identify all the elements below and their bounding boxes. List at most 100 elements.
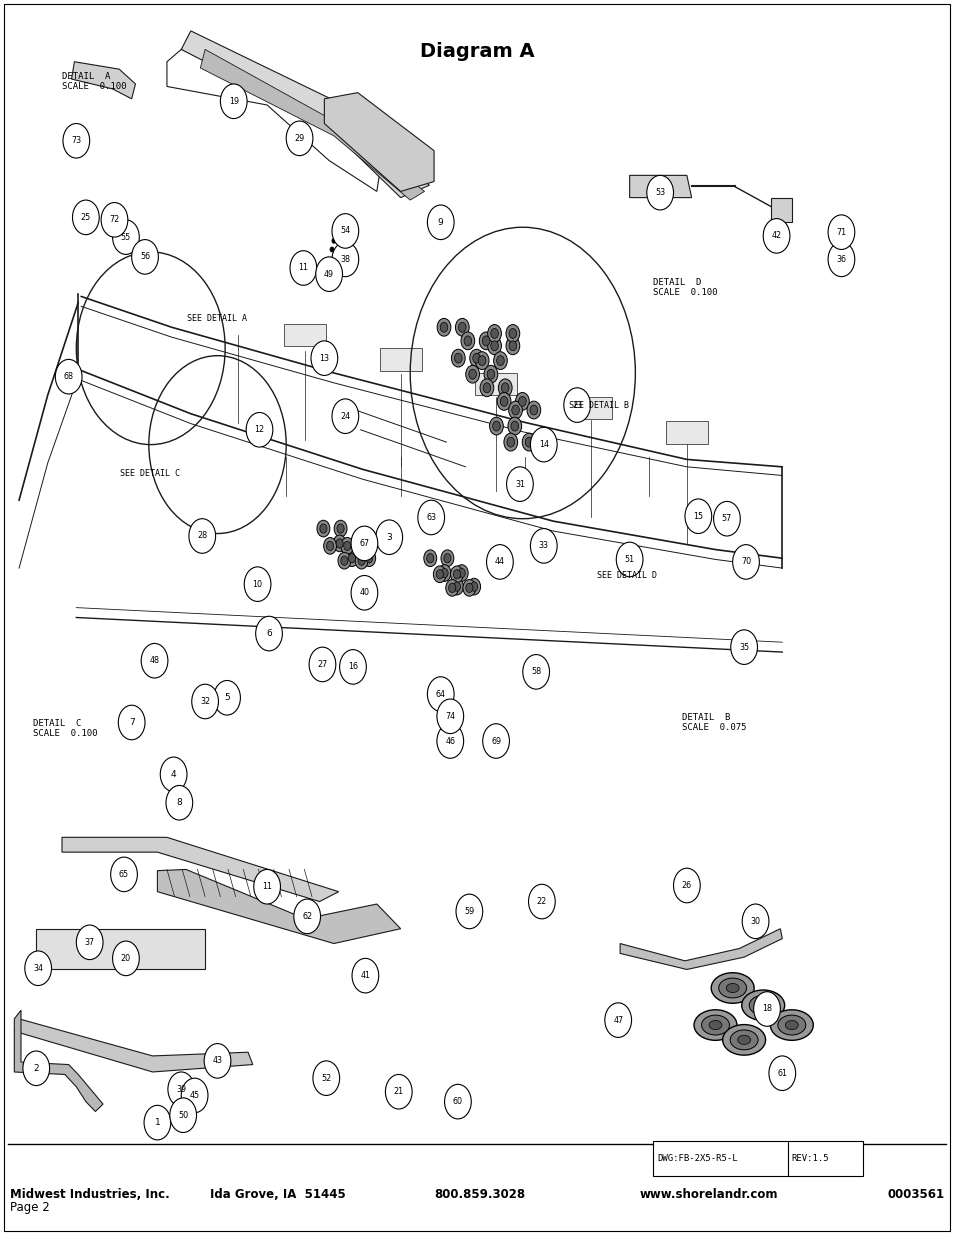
Text: 62: 62 (302, 911, 312, 921)
Ellipse shape (350, 535, 363, 552)
Ellipse shape (479, 379, 494, 396)
Ellipse shape (827, 242, 854, 277)
Ellipse shape (315, 257, 342, 291)
Text: SEE DETAIL A: SEE DETAIL A (187, 314, 247, 324)
Ellipse shape (469, 350, 483, 367)
Ellipse shape (76, 925, 103, 960)
Ellipse shape (530, 529, 557, 563)
Ellipse shape (673, 868, 700, 903)
Text: 19: 19 (229, 96, 238, 106)
Ellipse shape (213, 680, 240, 715)
Ellipse shape (244, 567, 271, 601)
Ellipse shape (362, 550, 375, 567)
Polygon shape (71, 62, 135, 99)
Text: 59: 59 (464, 906, 474, 916)
Text: 10: 10 (253, 579, 262, 589)
Ellipse shape (737, 1035, 750, 1045)
Text: 73: 73 (71, 136, 81, 146)
Ellipse shape (741, 904, 768, 939)
Text: 64: 64 (436, 689, 445, 699)
Text: 57: 57 (721, 514, 731, 524)
Ellipse shape (330, 247, 334, 252)
Text: Midwest Industries, Inc.: Midwest Industries, Inc. (10, 1188, 169, 1200)
Text: 55: 55 (121, 232, 131, 242)
Text: 0003561: 0003561 (886, 1188, 943, 1200)
Ellipse shape (101, 203, 128, 237)
Ellipse shape (509, 329, 517, 338)
Polygon shape (14, 1010, 103, 1112)
Text: 32: 32 (200, 697, 210, 706)
Ellipse shape (192, 684, 218, 719)
Ellipse shape (144, 1105, 171, 1140)
Ellipse shape (443, 553, 451, 563)
Ellipse shape (348, 553, 355, 563)
Polygon shape (181, 31, 429, 198)
Ellipse shape (189, 519, 215, 553)
Text: 56: 56 (140, 252, 150, 262)
Ellipse shape (290, 251, 316, 285)
Ellipse shape (63, 124, 90, 158)
Ellipse shape (473, 353, 480, 363)
Polygon shape (36, 929, 205, 969)
Ellipse shape (286, 121, 313, 156)
Text: 1: 1 (154, 1118, 160, 1128)
Ellipse shape (530, 427, 557, 462)
Ellipse shape (436, 319, 451, 336)
Ellipse shape (505, 337, 519, 354)
Ellipse shape (440, 568, 448, 578)
Ellipse shape (351, 576, 377, 610)
Ellipse shape (725, 983, 739, 993)
Ellipse shape (455, 319, 469, 336)
Text: Page 2: Page 2 (10, 1202, 50, 1214)
Text: 23: 23 (572, 400, 581, 410)
FancyBboxPatch shape (475, 373, 517, 395)
Ellipse shape (827, 215, 854, 249)
Ellipse shape (337, 552, 351, 569)
Ellipse shape (332, 399, 358, 433)
Ellipse shape (700, 1015, 729, 1035)
Ellipse shape (220, 84, 247, 119)
Ellipse shape (521, 433, 536, 451)
Ellipse shape (616, 542, 642, 577)
Ellipse shape (482, 383, 490, 393)
Text: 34: 34 (33, 963, 43, 973)
Ellipse shape (693, 1010, 736, 1040)
Text: DETAIL  C
SCALE  0.100: DETAIL C SCALE 0.100 (33, 719, 98, 739)
Ellipse shape (708, 1020, 721, 1030)
Ellipse shape (440, 550, 454, 567)
Ellipse shape (454, 353, 461, 363)
Ellipse shape (489, 417, 503, 435)
Ellipse shape (453, 582, 460, 592)
Ellipse shape (332, 214, 358, 248)
Ellipse shape (351, 526, 377, 561)
Ellipse shape (487, 325, 501, 342)
Ellipse shape (112, 220, 139, 254)
Text: 20: 20 (121, 953, 131, 963)
Ellipse shape (332, 242, 358, 277)
Text: 67: 67 (359, 538, 369, 548)
Ellipse shape (334, 520, 347, 537)
Text: 800.859.3028: 800.859.3028 (434, 1188, 525, 1200)
Polygon shape (619, 929, 781, 969)
Text: 72: 72 (110, 215, 119, 225)
Ellipse shape (506, 467, 533, 501)
Ellipse shape (294, 899, 320, 934)
Text: 65: 65 (119, 869, 129, 879)
Ellipse shape (309, 647, 335, 682)
FancyBboxPatch shape (284, 324, 326, 346)
Ellipse shape (713, 501, 740, 536)
Ellipse shape (313, 1061, 339, 1095)
Text: 16: 16 (348, 662, 357, 672)
Ellipse shape (477, 356, 485, 366)
Ellipse shape (436, 699, 463, 734)
Ellipse shape (456, 894, 482, 929)
Ellipse shape (784, 1020, 798, 1030)
Ellipse shape (468, 369, 476, 379)
Text: REV:1.5: REV:1.5 (791, 1153, 828, 1163)
Text: 49: 49 (324, 269, 334, 279)
Ellipse shape (352, 958, 378, 993)
Text: 51: 51 (624, 555, 634, 564)
Ellipse shape (253, 869, 280, 904)
Ellipse shape (748, 995, 777, 1015)
Text: 74: 74 (445, 711, 455, 721)
